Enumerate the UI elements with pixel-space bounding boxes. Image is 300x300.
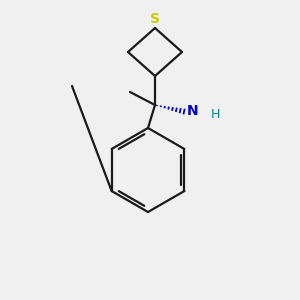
- Text: N: N: [187, 104, 199, 118]
- Text: H: H: [210, 109, 220, 122]
- Text: S: S: [150, 12, 160, 26]
